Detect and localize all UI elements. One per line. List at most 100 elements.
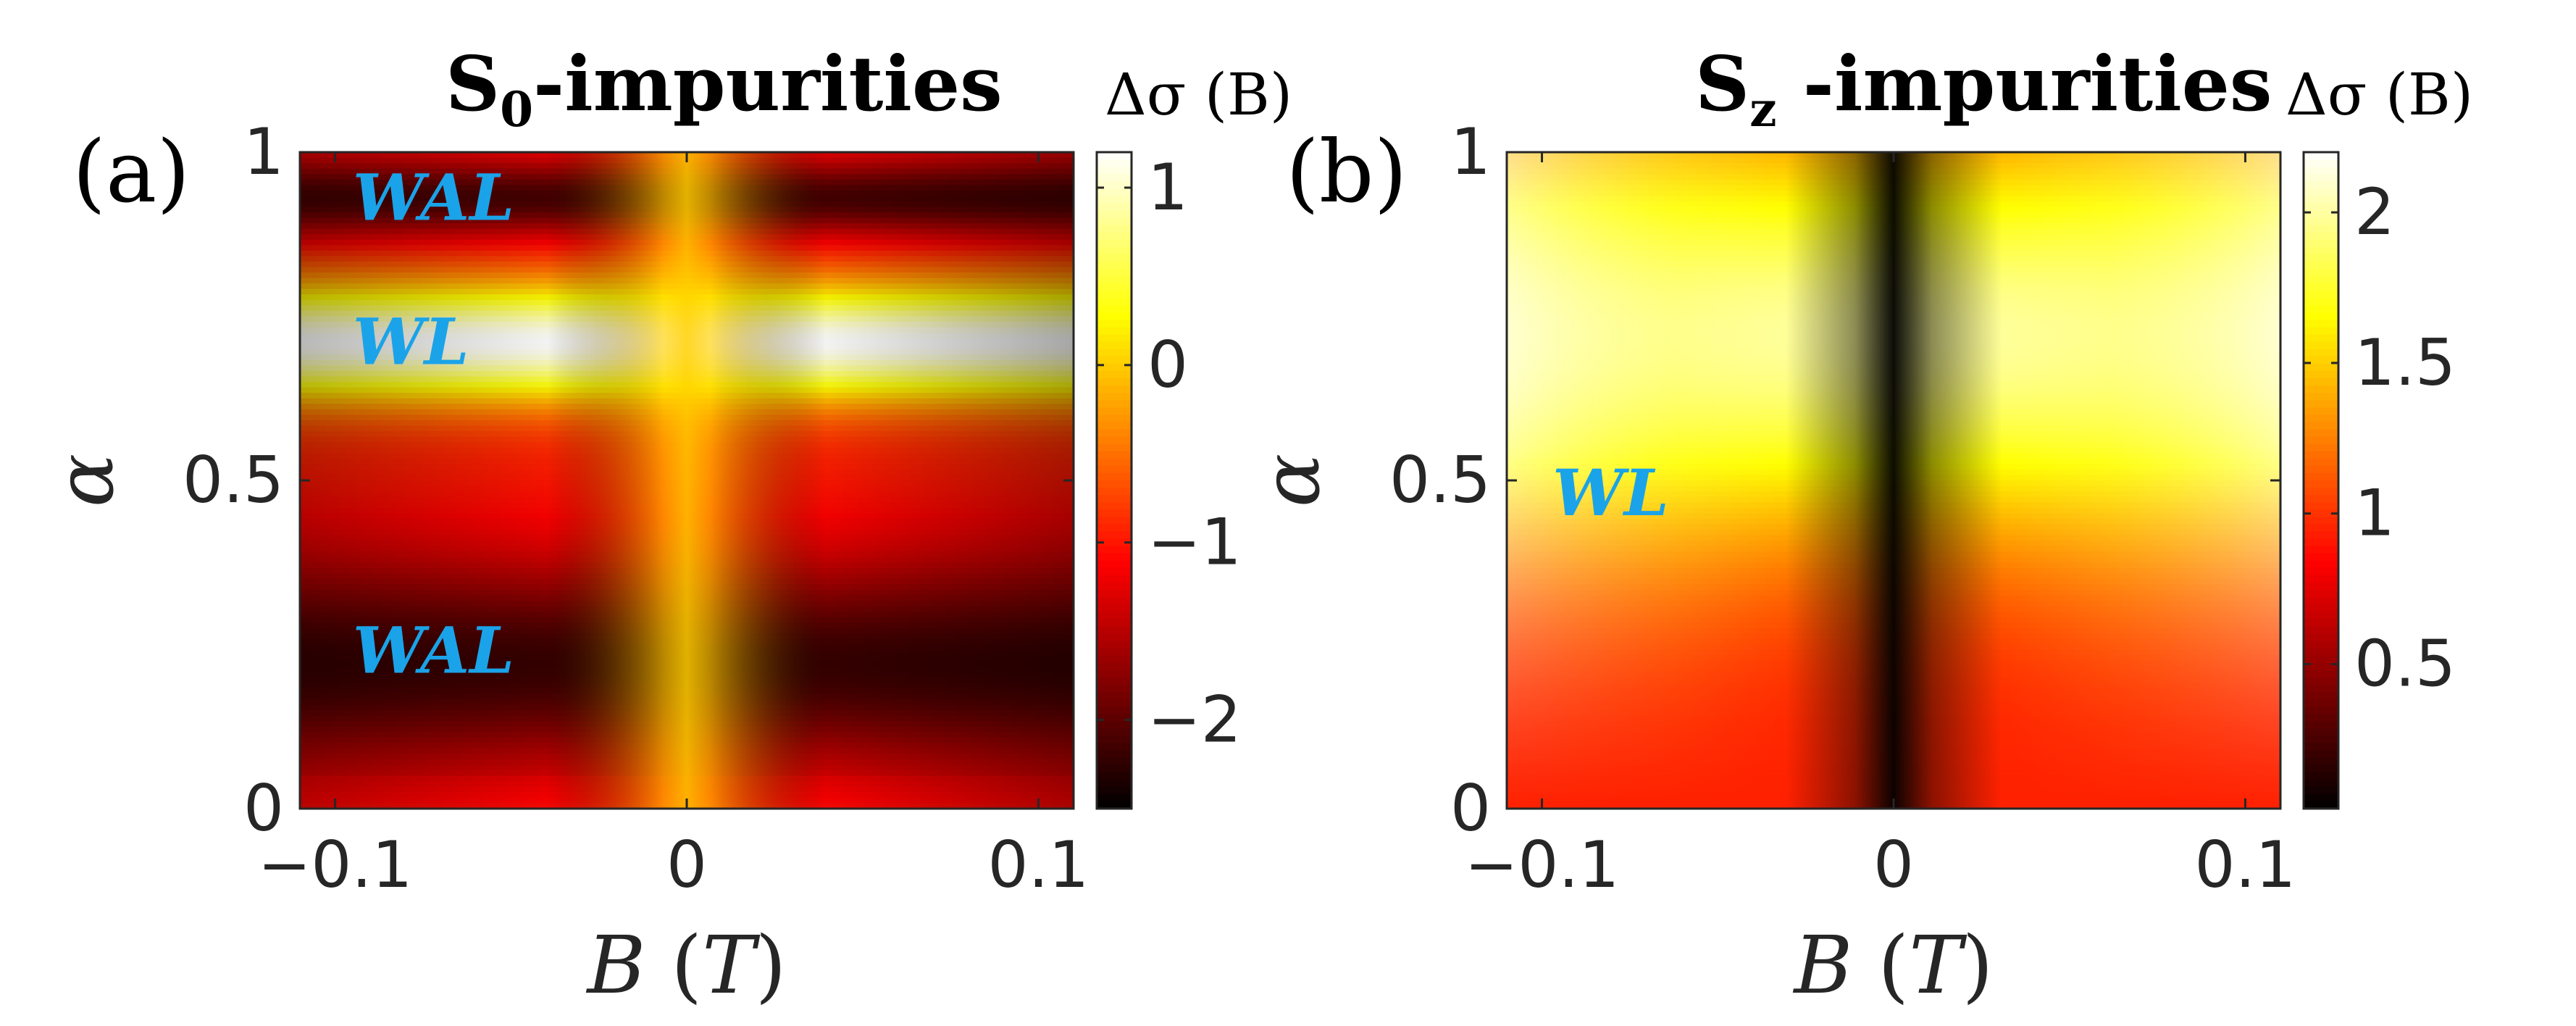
- colorbar-segment: [1097, 203, 1132, 212]
- colorbar-segment: [1097, 750, 1132, 759]
- x-tick-label: 0.1: [987, 827, 1089, 902]
- colorbar-segment: [2304, 341, 2338, 350]
- x-tick-label: 0.1: [2194, 827, 2296, 902]
- colorbar-tick-label: 2: [2354, 175, 2395, 249]
- colorbar-segment: [2304, 246, 2338, 255]
- colorbar-segment: [1097, 480, 1132, 489]
- colorbar-segment: [1097, 239, 1132, 248]
- colorbar-segment: [2304, 385, 2338, 394]
- colorbar-segment: [2304, 451, 2338, 459]
- colorbar-segment: [1097, 502, 1132, 511]
- colorbar-segment: [1097, 626, 1132, 635]
- colorbar-segment: [1097, 531, 1132, 540]
- colorbar-segment: [1097, 443, 1132, 452]
- colorbar-segment: [1097, 217, 1132, 226]
- x-tick-label: −0.1: [1465, 827, 1620, 902]
- colorbar-segment: [1097, 509, 1132, 518]
- colorbar-tick-label: 1: [1147, 150, 1188, 225]
- annotation-label: WAL: [353, 159, 514, 235]
- colorbar-segment: [1097, 560, 1132, 569]
- colorbar-segment: [2304, 298, 2338, 306]
- colorbar-segment: [2304, 612, 2338, 620]
- panel-b-title-main: S: [1695, 39, 1749, 128]
- colorbar-tick-label: 1: [2354, 476, 2395, 551]
- colorbar-segment: [1097, 699, 1132, 708]
- colorbar-segment: [1097, 167, 1132, 175]
- colorbar-segment: [1097, 772, 1132, 780]
- colorbar-segment: [1097, 735, 1132, 744]
- colorbar-segment: [1097, 451, 1132, 459]
- colorbar-segment: [1097, 655, 1132, 664]
- colorbar-segment: [1097, 254, 1132, 262]
- colorbar-segment: [1097, 786, 1132, 795]
- colorbar-segment: [2304, 225, 2338, 233]
- colorbar-segment: [1097, 793, 1132, 802]
- colorbar-segment: [2304, 262, 2338, 270]
- colorbar-segment: [2304, 764, 2338, 773]
- y-tick-label: 1: [243, 114, 284, 189]
- panel-b-colorbar: 2 1.5 1 0.5: [2302, 151, 2456, 810]
- colorbar-segment: [1097, 728, 1132, 737]
- colorbar-segment: [1097, 400, 1132, 409]
- colorbar-segment: [1097, 677, 1132, 685]
- colorbar-segment: [2304, 714, 2338, 722]
- colorbar-segment: [1097, 393, 1132, 401]
- panel-a-label: (a): [72, 122, 190, 222]
- colorbar-segment: [1097, 465, 1132, 474]
- colorbar-segment: [2304, 706, 2338, 715]
- colorbar-segment: [1097, 633, 1132, 642]
- y-tick-label: 1: [1450, 114, 1491, 189]
- panel-a-colorbar-label: Δσ (B): [1105, 61, 1292, 128]
- colorbar-segment: [1097, 575, 1132, 583]
- colorbar-segment: [1097, 181, 1132, 190]
- colorbar-segment: [1097, 188, 1132, 197]
- colorbar-segment: [1097, 524, 1132, 533]
- colorbar-segment: [2304, 472, 2338, 481]
- colorbar-segment: [2304, 393, 2338, 401]
- colorbar-segment: [1097, 641, 1132, 649]
- colorbar-segment: [2304, 488, 2338, 496]
- colorbar-segment: [2304, 480, 2338, 489]
- panel-b-label: (b): [1286, 122, 1408, 222]
- panel-a-y-axis-label: α: [38, 454, 131, 507]
- colorbar-segment: [2304, 560, 2338, 569]
- colorbar-segment: [1097, 567, 1132, 576]
- panel-b-x-axis-var: B: [1792, 919, 1852, 1012]
- colorbar-segment: [1097, 356, 1132, 364]
- colorbar-segment: [1097, 298, 1132, 306]
- colorbar-segment: [2304, 356, 2338, 364]
- colorbar-segment: [2304, 167, 2338, 175]
- colorbar-segment: [2304, 217, 2338, 226]
- colorbar-segment: [1097, 546, 1132, 554]
- colorbar-segment: [2304, 567, 2338, 576]
- colorbar-segment: [2304, 174, 2338, 183]
- colorbar-segment: [2304, 363, 2338, 372]
- y-tick-label: 0: [243, 771, 284, 846]
- colorbar-segment: [1097, 779, 1132, 788]
- colorbar-segment: [2304, 801, 2338, 809]
- colorbar-segment: [1097, 670, 1132, 678]
- colorbar-segment: [2304, 793, 2338, 802]
- colorbar-tick-label: −2: [1147, 683, 1242, 757]
- colorbar-segment: [1097, 706, 1132, 715]
- colorbar-segment: [1097, 619, 1132, 627]
- colorbar-segment: [2304, 538, 2338, 547]
- colorbar-segment: [1097, 538, 1132, 547]
- colorbar-segment: [2304, 269, 2338, 278]
- colorbar-segment: [2304, 312, 2338, 321]
- colorbar-segment: [1097, 553, 1132, 562]
- colorbar-segment: [2304, 691, 2338, 700]
- colorbar-segment: [2304, 524, 2338, 533]
- panel-b-x-axis-label: B (T): [1792, 919, 1993, 1012]
- panel-a-title-sub: 0: [500, 81, 533, 138]
- colorbar-segment: [2304, 276, 2338, 285]
- panel-a-x-ticks: −0.1 0 0.1: [258, 152, 1089, 902]
- colorbar-tick-label: 0.5: [2354, 627, 2456, 701]
- colorbar-segment: [2304, 349, 2338, 357]
- colorbar-segment: [2304, 633, 2338, 642]
- panel-b-y-axis-label: α: [1245, 454, 1337, 507]
- panel-b-x-ticks: −0.1 0 0.1: [1465, 152, 2296, 902]
- panel-a-heatmap: [300, 152, 1074, 809]
- panel-a-x-axis-label: B (T): [585, 919, 786, 1012]
